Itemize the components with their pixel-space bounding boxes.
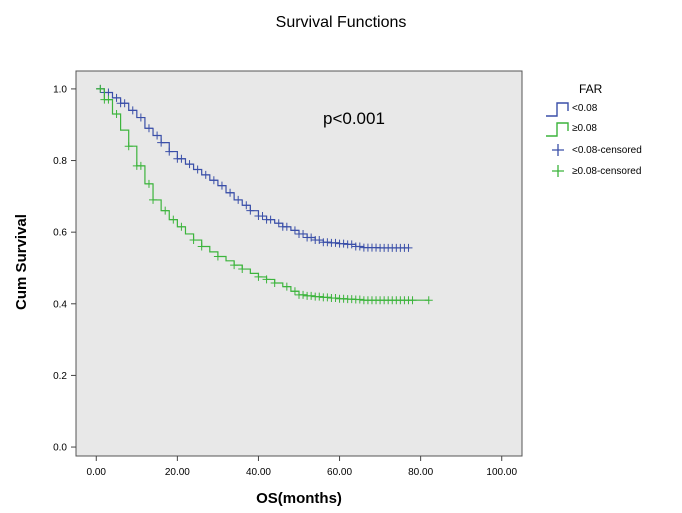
censor-mark [230, 261, 239, 270]
y-tick-label: 1.0 [53, 84, 67, 95]
censor-mark [120, 99, 129, 108]
censor-mark [157, 138, 166, 147]
x-tick-label: 100.00 [486, 467, 517, 478]
censor-mark [144, 179, 153, 188]
x-tick-label: 40.00 [246, 467, 271, 478]
censor-mark [136, 161, 145, 170]
censor-mark [226, 188, 235, 197]
censor-mark [274, 219, 283, 228]
censor-mark [355, 242, 364, 251]
censor-mark [282, 222, 291, 231]
legend: FAR <0.08 ≥0.08 <0.08-censored ≥0.08-cen… [546, 82, 642, 177]
censor-mark [209, 176, 218, 185]
plot-area [75, 70, 523, 457]
censor-mark [112, 109, 121, 118]
legend-item-high: ≥0.08 [546, 122, 597, 137]
legend-cross-icon-high [552, 165, 564, 177]
censor-mark [149, 195, 158, 204]
legend-step-icon-low [546, 102, 569, 117]
censor-mark [331, 294, 340, 303]
censor-mark [213, 252, 222, 261]
censor-mark [104, 95, 113, 104]
series-layer [96, 84, 433, 305]
censor-mark [323, 238, 332, 247]
legend-step-icon-high [546, 122, 569, 137]
legend-cross-icon-low [552, 144, 564, 156]
censor-mark [96, 84, 105, 93]
censor-mark [136, 113, 145, 122]
censor-mark [299, 290, 308, 299]
censor-mark [217, 181, 226, 190]
censor-mark [355, 295, 364, 304]
censor-mark [177, 154, 186, 163]
legend-item-high-censored: ≥0.08-censored [552, 165, 641, 177]
legend-item-low: <0.08 [546, 102, 598, 117]
censor-mark [315, 292, 324, 301]
y-tick-label: 0.0 [53, 443, 67, 454]
censor-mark [266, 215, 275, 224]
legend-label-high: ≥0.08 [572, 123, 597, 134]
censor-mark [144, 124, 153, 133]
x-tick-label: 60.00 [327, 467, 352, 478]
censor-mark [242, 201, 251, 210]
censor-mark [177, 222, 186, 231]
legend-item-low-censored: <0.08-censored [552, 144, 642, 156]
legend-title: FAR [579, 82, 603, 96]
x-axis: 0.00 20.00 40.00 60.00 80.00 100.00 [87, 456, 517, 478]
p-value-annotation: p<0.001 [323, 109, 385, 128]
censor-mark [161, 206, 170, 215]
censor-mark [347, 240, 356, 249]
censor-mark [424, 296, 433, 305]
censor-mark [124, 142, 133, 151]
y-tick-label: 0.4 [53, 299, 67, 310]
censor-mark [404, 243, 413, 252]
censor-mark [408, 296, 417, 305]
censor-mark [254, 272, 263, 281]
censor-mark [270, 279, 279, 288]
censor-mark [193, 165, 202, 174]
censor-mark [169, 215, 178, 224]
x-tick-label: 80.00 [408, 467, 433, 478]
censor-mark [307, 233, 316, 242]
chart-title: Survival Functions [276, 14, 407, 31]
censor-mark [339, 239, 348, 248]
y-tick-label: 0.8 [53, 156, 67, 167]
x-tick-label: 20.00 [165, 467, 190, 478]
legend-label-low: <0.08 [572, 103, 598, 114]
censor-mark [246, 206, 255, 215]
x-axis-label: OS(months) [256, 490, 342, 507]
censor-mark [238, 265, 247, 274]
censor-mark [290, 287, 299, 296]
censor-mark [290, 226, 299, 235]
censor-mark [128, 106, 137, 115]
censor-mark [104, 88, 113, 97]
y-axis: 0.0 0.2 0.4 0.6 0.8 1.0 [53, 84, 76, 454]
x-tick-label: 0.00 [87, 467, 107, 478]
y-tick-label: 0.2 [53, 371, 67, 382]
censor-mark [201, 170, 210, 179]
y-tick-label: 0.6 [53, 228, 67, 239]
censor-mark [258, 212, 267, 221]
censor-mark [331, 238, 340, 247]
censor-mark [153, 131, 162, 140]
censor-mark [323, 293, 332, 302]
censor-mark [299, 229, 308, 238]
censor-mark [197, 242, 206, 251]
y-axis-label: Cum Survival [13, 214, 30, 310]
censor-mark [112, 93, 121, 102]
censor-mark [165, 147, 174, 156]
censor-mark [189, 236, 198, 245]
censor-mark [282, 282, 291, 291]
legend-label-high-censored: ≥0.08-censored [572, 166, 641, 177]
censor-mark [185, 160, 194, 169]
legend-label-low-censored: <0.08-censored [572, 145, 642, 156]
censor-mark [307, 291, 316, 300]
censor-mark [262, 275, 271, 284]
censor-mark [315, 236, 324, 245]
censor-mark [234, 195, 243, 204]
